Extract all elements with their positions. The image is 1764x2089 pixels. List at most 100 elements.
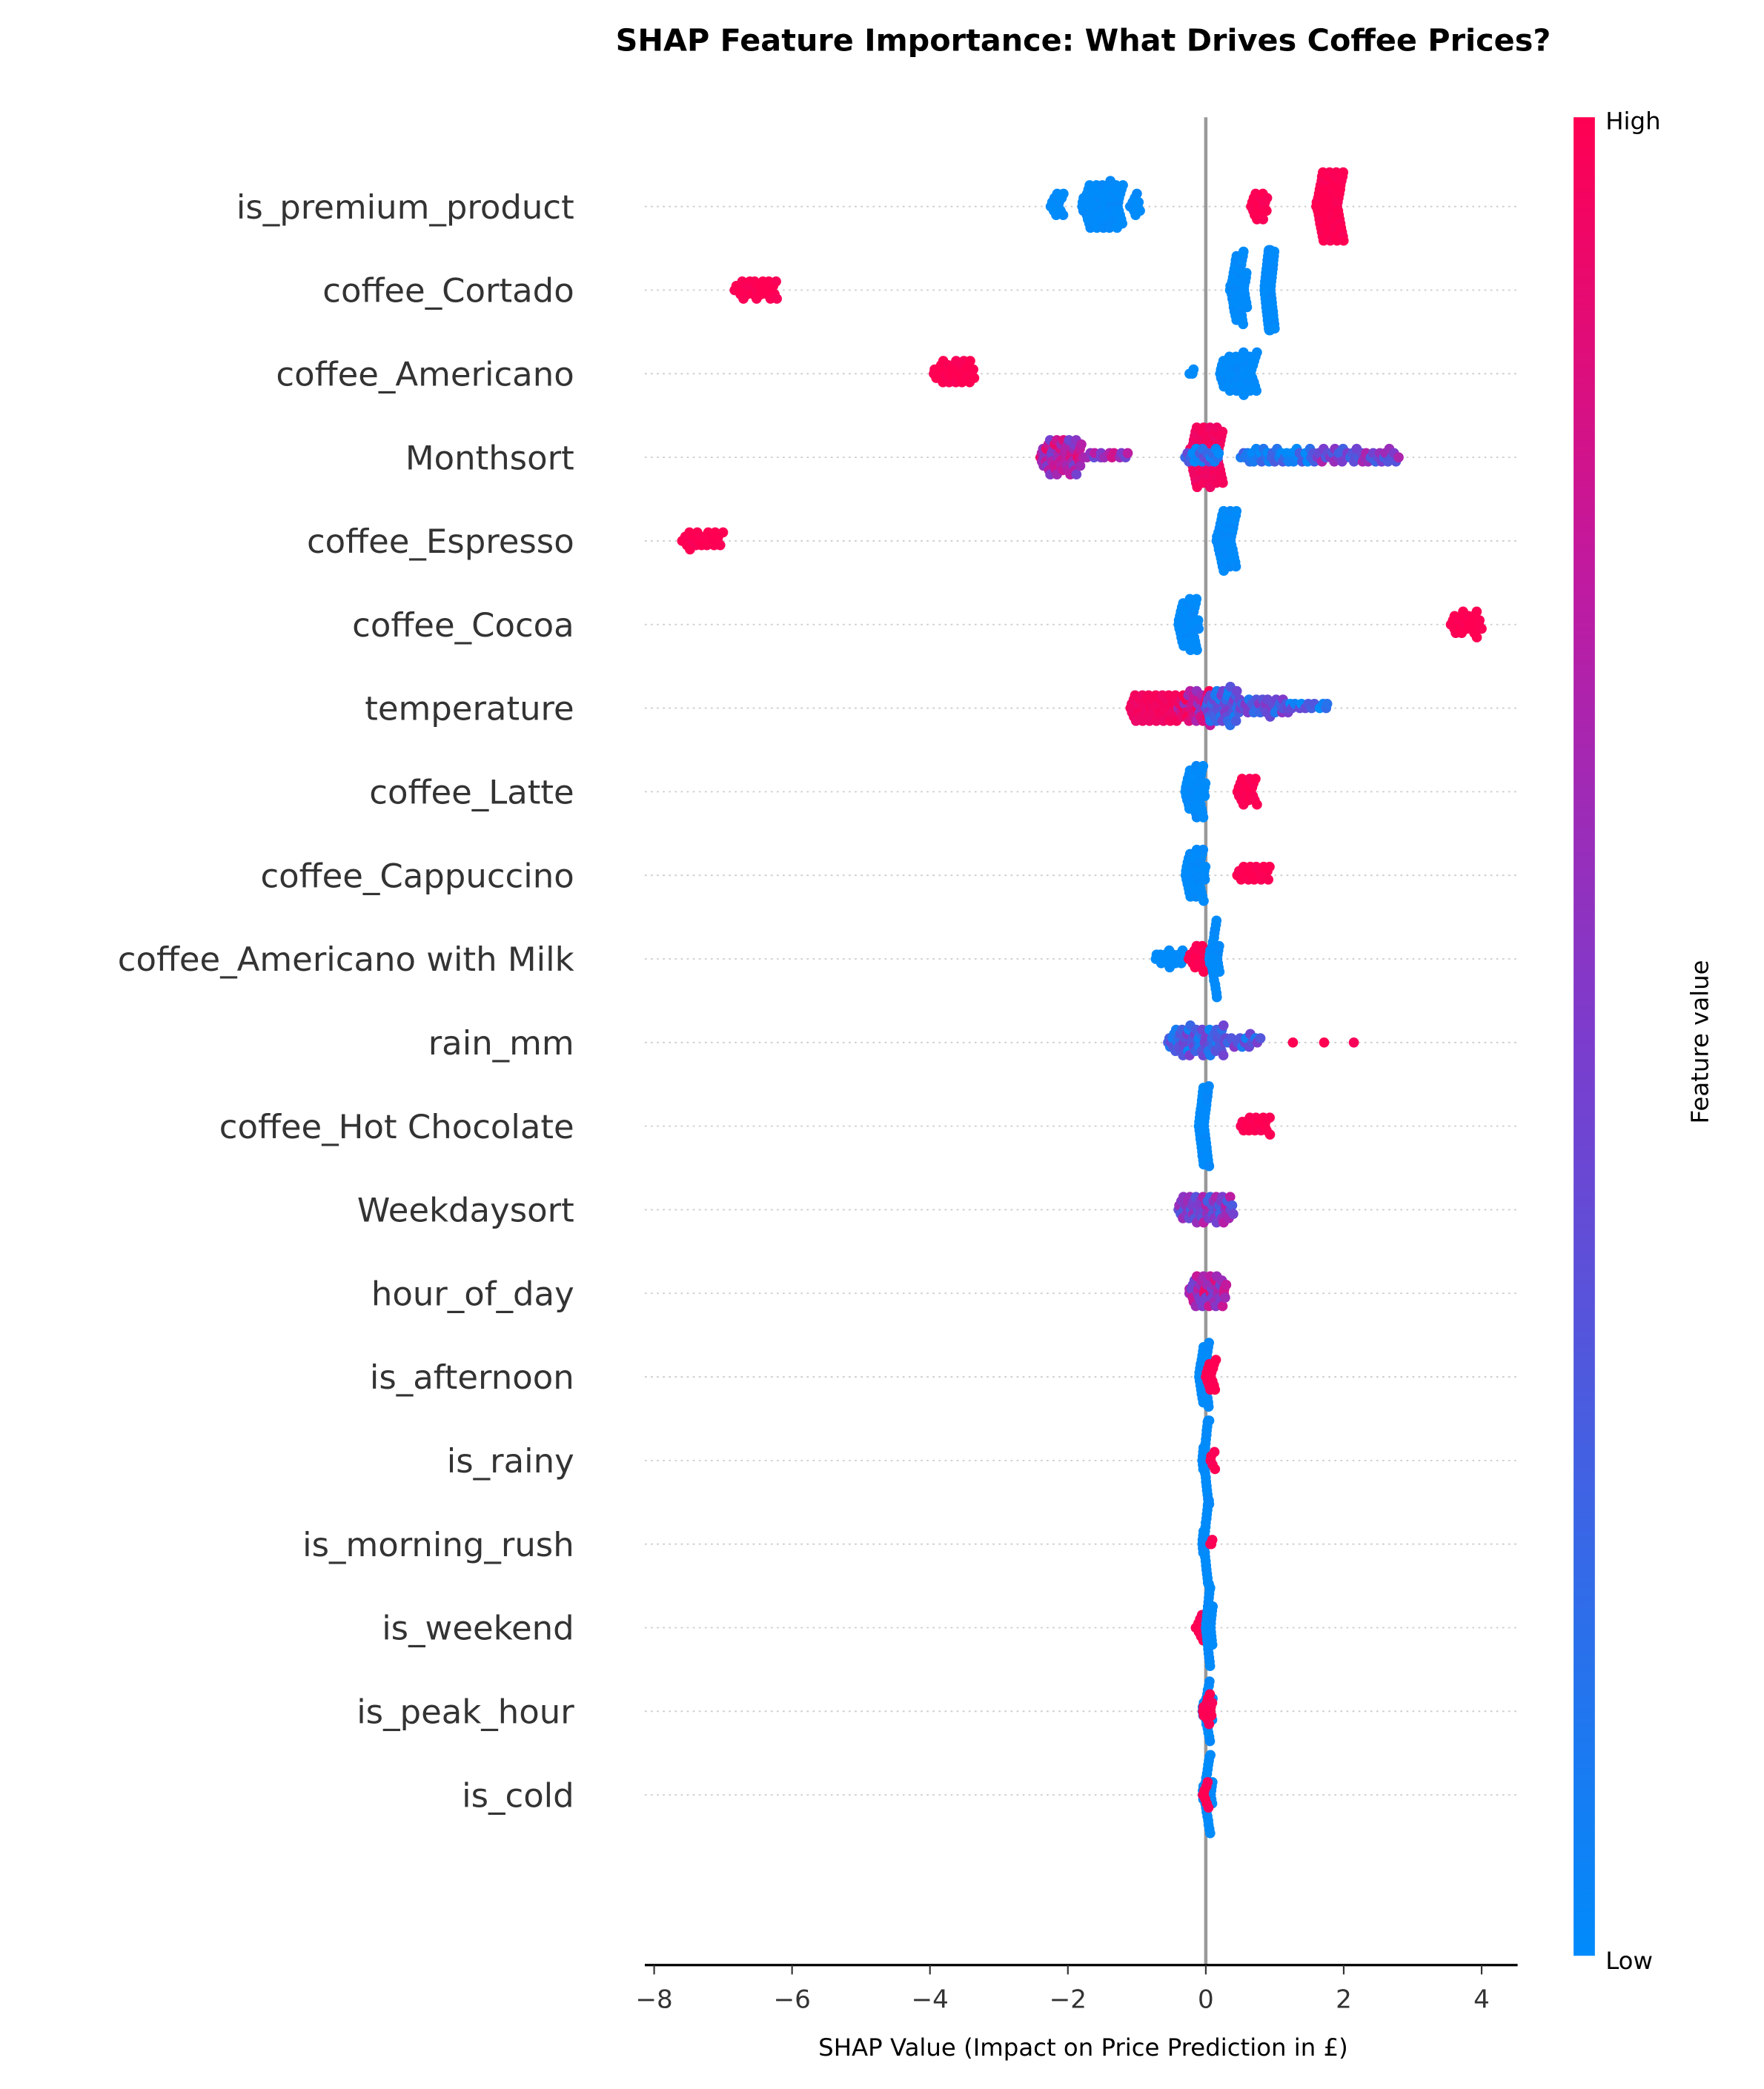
shap-point (1198, 760, 1209, 771)
shap-point (1188, 364, 1199, 375)
shap-point (1231, 505, 1242, 517)
shap-point (1200, 778, 1211, 788)
shap-point (1198, 895, 1209, 906)
shap-point (1214, 940, 1224, 951)
feature-label: coffee_Americano (276, 354, 574, 393)
feature-label: is_premium_product (236, 187, 574, 227)
x-axis-label: SHAP Value (Impact on Price Prediction i… (818, 2033, 1348, 2062)
shap-point (1261, 205, 1272, 216)
shap-point (1264, 1112, 1276, 1123)
shap-point (1198, 844, 1209, 855)
shap-point (1204, 1498, 1215, 1510)
shap-point (1238, 319, 1249, 330)
shap-point (1287, 1037, 1299, 1048)
shap-point (1207, 1639, 1218, 1650)
shap-point (1204, 1689, 1216, 1700)
shap-point (1261, 193, 1273, 203)
x-tick-label: −4 (912, 1985, 949, 2014)
shap-point (1231, 685, 1242, 697)
shap-point (1252, 799, 1262, 810)
shap-point (1204, 1080, 1214, 1092)
shap-point (1319, 1037, 1330, 1048)
shap-point (1204, 1718, 1215, 1730)
colorbar (1574, 117, 1595, 1956)
shap-point (1217, 426, 1228, 437)
shap-point (1269, 246, 1280, 257)
x-tick-label: −2 (1050, 1985, 1087, 2014)
feature-label: is_afternoon (370, 1358, 574, 1397)
shap-point (1204, 1582, 1216, 1593)
shap-point (1476, 623, 1487, 634)
shap-point (1206, 1710, 1217, 1721)
shap-point (1214, 966, 1225, 977)
shap-point (1263, 874, 1274, 885)
shap-point (1250, 774, 1261, 784)
shap-point (1118, 180, 1128, 190)
shap-point (1338, 167, 1349, 178)
shap-point (1058, 210, 1069, 221)
x-tick-label: 2 (1336, 1985, 1352, 2014)
feature-label: Weekdaysort (357, 1191, 574, 1230)
shap-point (1204, 1676, 1215, 1687)
shap-point (1338, 235, 1349, 246)
shap-point (771, 276, 781, 287)
shap-point (714, 539, 726, 551)
x-tick-label: 0 (1198, 1985, 1214, 2014)
shap-point (1193, 623, 1204, 634)
shap-point (1198, 812, 1209, 823)
shap-point (1230, 715, 1241, 726)
x-tick-label: −8 (635, 1985, 672, 2014)
shap-point (1075, 460, 1086, 471)
shap-point (1071, 469, 1082, 480)
shap-point (1255, 1033, 1266, 1043)
shap-point (1203, 1401, 1214, 1412)
shap-point (1474, 615, 1485, 625)
shap-point (1202, 1777, 1213, 1787)
feature-label: coffee_Cortado (322, 271, 574, 310)
shap-point (1192, 645, 1202, 655)
shap-point (717, 527, 729, 538)
shap-point (1393, 452, 1404, 463)
shap-point (1204, 1827, 1216, 1839)
shap-point (1210, 1384, 1221, 1395)
shap-point (1228, 1209, 1239, 1220)
shap-point (1203, 1802, 1214, 1813)
shap-point (1210, 1355, 1221, 1365)
shap-point (1471, 606, 1482, 617)
shap-point (1241, 302, 1253, 313)
feature-label: Monthsort (405, 438, 574, 477)
shap-point (965, 356, 975, 366)
shap-point (1220, 1292, 1230, 1303)
shap-point (1251, 385, 1262, 396)
shap-point (1177, 945, 1188, 956)
shap-point (1258, 214, 1269, 225)
shap-point (1204, 1338, 1215, 1348)
feature-label: coffee_Cocoa (352, 605, 574, 645)
shap-point (1204, 1415, 1215, 1426)
shap-point (1193, 615, 1204, 625)
shap-point (1191, 594, 1202, 605)
colorbar-high-label: High (1605, 107, 1660, 135)
feature-label: is_cold (462, 1776, 574, 1815)
shap-point (1264, 1129, 1276, 1140)
shap-point (1211, 992, 1222, 1003)
feature-label: is_peak_hour (357, 1692, 574, 1731)
shap-point (1211, 915, 1222, 926)
shap-point (1207, 1601, 1218, 1612)
shap-point (1230, 561, 1241, 572)
feature-label: coffee_Hot Chocolate (219, 1107, 574, 1146)
shap-point (1209, 1447, 1220, 1458)
shap-point (1204, 1736, 1216, 1747)
shap-point (1200, 861, 1211, 872)
shap-point (1264, 861, 1275, 872)
colorbar-low-label: Low (1605, 1947, 1653, 1975)
shap-point (1218, 477, 1228, 488)
feature-label: coffee_Americano with Milk (118, 940, 574, 979)
shap-point (1135, 205, 1145, 216)
x-tick-label: −6 (773, 1985, 810, 2014)
shap-point (1224, 1192, 1236, 1203)
feature-label: rain_mm (428, 1023, 574, 1063)
feature-label: temperature (365, 689, 574, 728)
shap-point (1076, 439, 1087, 450)
